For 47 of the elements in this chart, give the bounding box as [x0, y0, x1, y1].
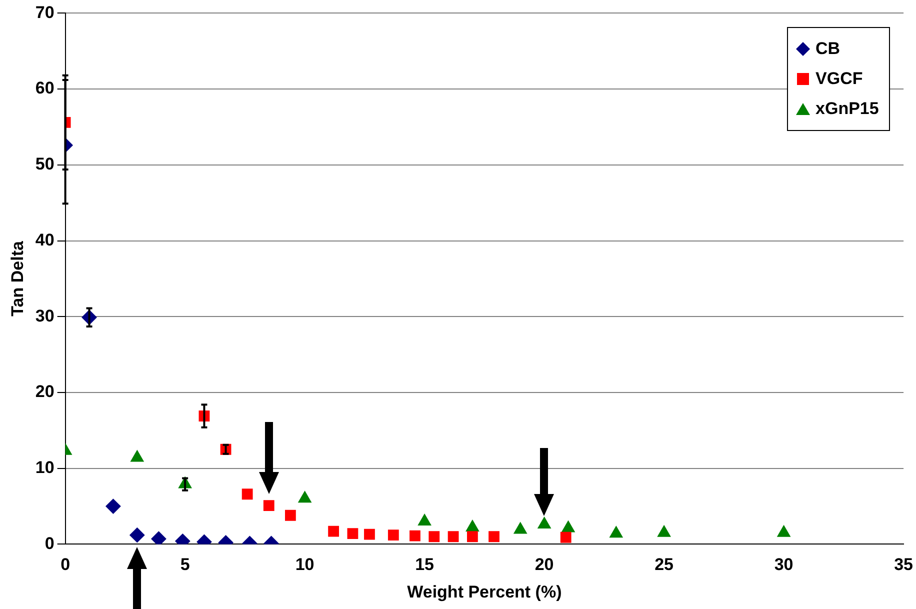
y-tick-label: 40 [35, 230, 54, 250]
point [777, 525, 790, 537]
legend-label: xGnP15 [816, 99, 879, 120]
y-axis-title: Tan Delta [8, 240, 27, 316]
point [448, 531, 459, 542]
x-tick-label: 25 [654, 555, 674, 574]
y-tick-label: 60 [35, 78, 54, 98]
y-tick-label: 70 [35, 2, 54, 22]
x-tick-label: 5 [180, 555, 190, 574]
x-tick-label: 15 [415, 555, 434, 574]
point [560, 532, 572, 543]
point [242, 488, 253, 500]
point [151, 531, 166, 544]
point [130, 528, 145, 543]
point [410, 530, 420, 542]
x-tick-label: 20 [534, 555, 554, 574]
point [610, 526, 623, 538]
point [428, 531, 440, 542]
point [562, 520, 575, 532]
x-tick-label: 30 [774, 555, 794, 574]
legend-label: CB [816, 39, 840, 60]
x-axis-title: Weight Percent (%) [407, 582, 562, 602]
point [418, 514, 432, 526]
x-tick-label: 35 [894, 555, 914, 574]
y-tick-label: 50 [35, 154, 54, 174]
point [364, 528, 375, 540]
y-tick-label: 10 [35, 458, 54, 478]
point [263, 500, 274, 511]
point [538, 516, 551, 528]
point [284, 510, 296, 521]
legend-label: VGCF [816, 69, 863, 90]
y-tick-label: 30 [35, 306, 54, 326]
point [347, 528, 358, 540]
point [106, 498, 121, 514]
point [488, 531, 500, 542]
point [130, 450, 144, 462]
point [388, 530, 399, 541]
x-tick-label: 10 [295, 555, 314, 574]
point [657, 525, 671, 537]
y-tick-label: 20 [35, 382, 54, 402]
point [466, 520, 480, 532]
point [514, 522, 527, 534]
point [328, 526, 339, 537]
point [467, 531, 478, 542]
y-tick-label: 0 [44, 534, 54, 553]
x-tick-label: 0 [60, 555, 70, 574]
point [298, 491, 312, 503]
